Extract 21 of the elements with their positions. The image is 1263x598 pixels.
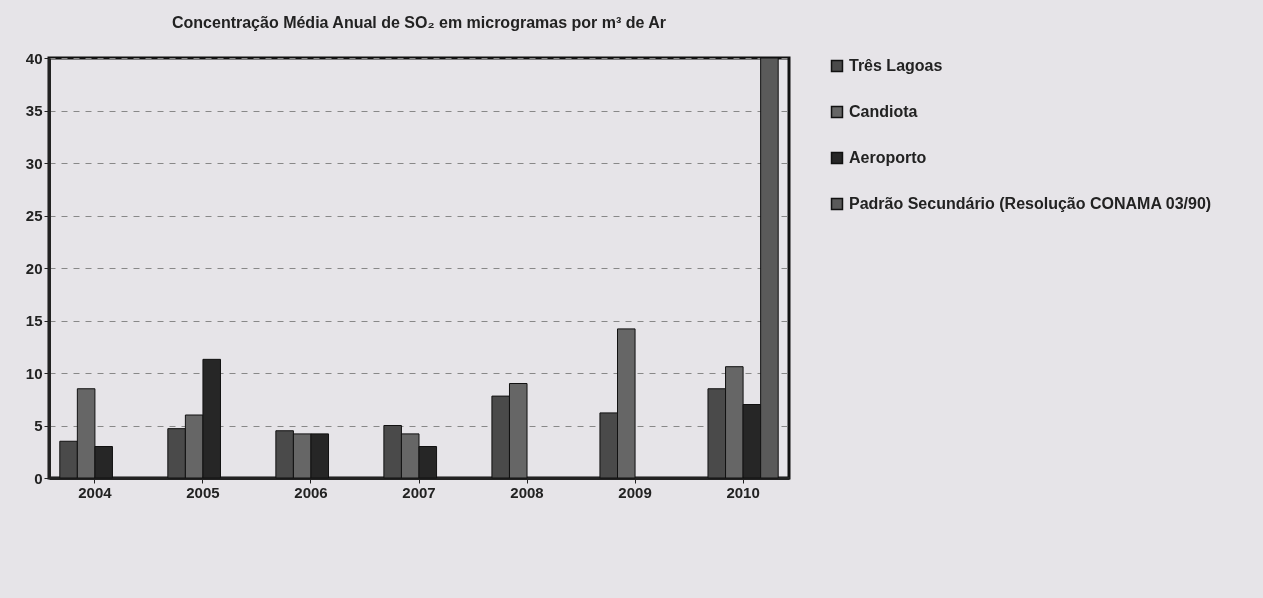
x-tick-label: 2005 xyxy=(186,483,220,501)
x-tick-label: 2007 xyxy=(402,483,436,501)
y-tick-label: 20 xyxy=(25,259,43,277)
legend-label: Aeroporto xyxy=(849,149,927,166)
x-tick-label: 2004 xyxy=(78,483,113,501)
y-tick-label: 40 xyxy=(25,49,43,67)
y-tick-label: 35 xyxy=(25,102,43,119)
y-tick-label: 30 xyxy=(25,154,43,172)
legend-label: Três Lagoas xyxy=(849,57,943,74)
y-tick-label: 5 xyxy=(34,417,43,434)
x-tick-label: 2008 xyxy=(510,483,544,501)
y-tick-label: 0 xyxy=(34,469,43,487)
y-tick-label: 15 xyxy=(25,312,43,329)
x-tick-label: 2009 xyxy=(618,483,652,501)
legend-label: Candiota xyxy=(849,103,918,120)
y-tick-label: 25 xyxy=(25,207,43,224)
x-tick-label: 2006 xyxy=(294,483,328,501)
x-tick-label: 2010 xyxy=(726,483,760,501)
legend-label: Padrão Secundário (Resolução CONAMA 03/90) xyxy=(849,195,1212,212)
y-tick-label: 10 xyxy=(25,364,43,382)
chart-title: Concentração Média Anual de SO₂ em microgramas por m³ de Ar xyxy=(171,14,667,31)
